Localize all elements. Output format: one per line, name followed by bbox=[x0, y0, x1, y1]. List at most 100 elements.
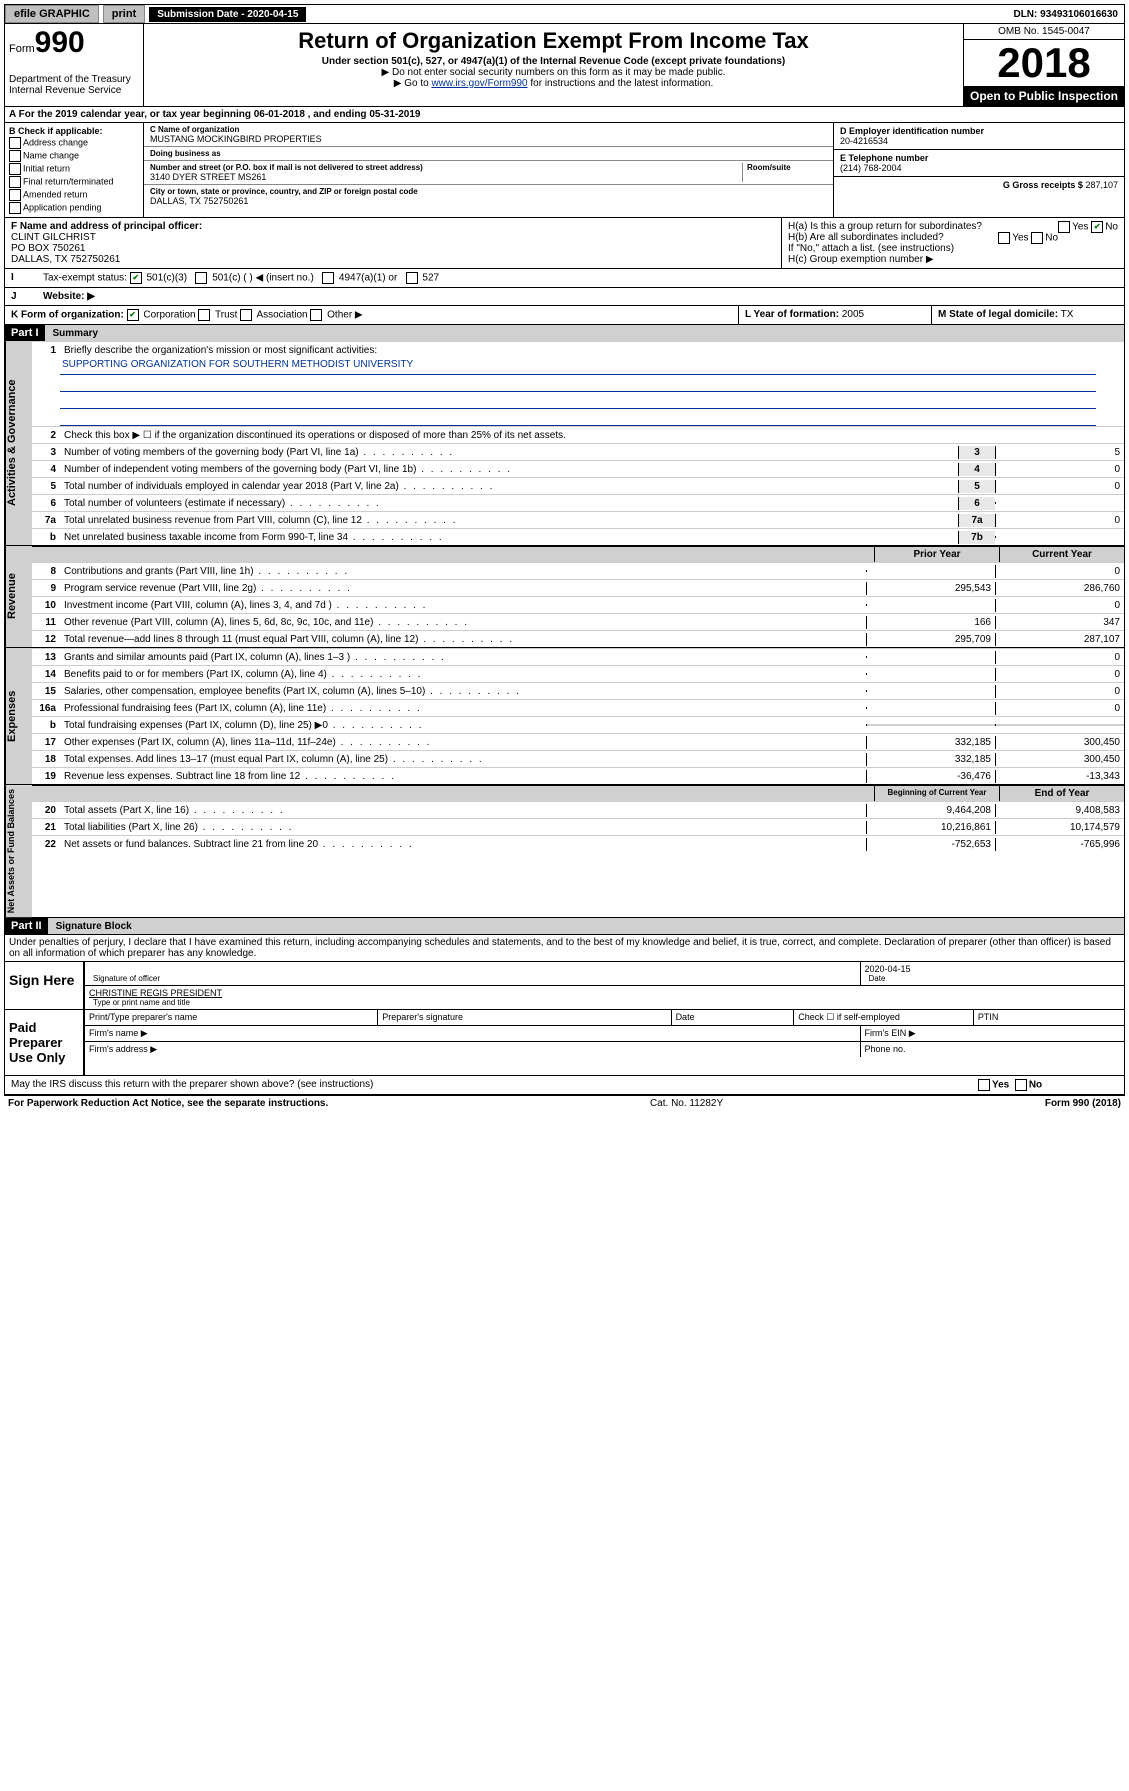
ha-no[interactable] bbox=[1091, 221, 1103, 233]
chk-527[interactable] bbox=[406, 272, 418, 284]
table-row: 20Total assets (Part X, line 16)9,464,20… bbox=[32, 801, 1124, 818]
table-row: bTotal fundraising expenses (Part IX, co… bbox=[32, 716, 1124, 733]
table-row: 14Benefits paid to or for members (Part … bbox=[32, 665, 1124, 682]
sig-date-val: 2020-04-15 bbox=[865, 964, 1121, 974]
firm-ein: Firm's EIN ▶ bbox=[861, 1026, 1125, 1041]
vlabel-rev: Revenue bbox=[5, 546, 32, 647]
row-j: J Website: ▶ bbox=[4, 288, 1125, 306]
irs-link[interactable]: www.irs.gov/Form990 bbox=[431, 78, 527, 89]
chk-trust[interactable] bbox=[198, 309, 210, 321]
room-label: Room/suite bbox=[747, 163, 827, 172]
chk-assoc[interactable] bbox=[240, 309, 252, 321]
mission-text: SUPPORTING ORGANIZATION FOR SOUTHERN MET… bbox=[60, 358, 1096, 375]
discuss-no[interactable] bbox=[1015, 1079, 1027, 1091]
table-row: 19Revenue less expenses. Subtract line 1… bbox=[32, 767, 1124, 784]
table-row: 22Net assets or fund balances. Subtract … bbox=[32, 835, 1124, 852]
row-f-h: F Name and address of principal officer:… bbox=[4, 218, 1125, 269]
form-header: Form990 Department of the Treasury Inter… bbox=[4, 24, 1125, 107]
form-prefix: Form bbox=[9, 43, 35, 55]
dba-label: Doing business as bbox=[150, 149, 827, 158]
hdr-end: End of Year bbox=[999, 786, 1124, 801]
top-bar: efile GRAPHIC print Submission Date - 20… bbox=[4, 4, 1125, 24]
hdr-prior: Prior Year bbox=[874, 547, 999, 562]
chk-final[interactable] bbox=[9, 176, 21, 188]
form-org-label: K Form of organization: bbox=[11, 310, 124, 321]
efile-button[interactable]: efile GRAPHIC bbox=[5, 5, 99, 23]
hb-yes[interactable] bbox=[998, 232, 1010, 244]
tax-year: 2018 bbox=[964, 40, 1124, 86]
chk-address[interactable] bbox=[9, 137, 21, 149]
goto-post: for instructions and the latest informat… bbox=[528, 78, 714, 89]
check-applicable-label: B Check if applicable: bbox=[9, 126, 139, 136]
check-self: Check ☐ if self-employed bbox=[794, 1010, 974, 1025]
firm-phone: Phone no. bbox=[861, 1042, 1125, 1057]
row-i: I Tax-exempt status: 501(c)(3) 501(c) ( … bbox=[4, 269, 1125, 288]
hb-label: H(b) Are all subordinates included? bbox=[788, 232, 944, 243]
officer-addr1: PO BOX 750261 bbox=[11, 243, 86, 254]
chk-corp[interactable] bbox=[127, 309, 139, 321]
table-row: 13Grants and similar amounts paid (Part … bbox=[32, 648, 1124, 665]
dln: DLN: 93493106016630 bbox=[1007, 7, 1124, 22]
ha-label: H(a) Is this a group return for subordin… bbox=[788, 221, 982, 232]
signature-block: Sign Here Signature of officer 2020-04-1… bbox=[4, 961, 1125, 1076]
year-formation-label: L Year of formation: bbox=[745, 309, 839, 320]
vlabel-gov: Activities & Governance bbox=[5, 341, 32, 545]
part1-tag: Part I bbox=[5, 325, 45, 341]
paid-preparer-label: Paid Preparer Use Only bbox=[5, 1010, 85, 1075]
table-row: 10Investment income (Part VIII, column (… bbox=[32, 596, 1124, 613]
print-button[interactable]: print bbox=[103, 5, 145, 23]
footer-cat: Cat. No. 11282Y bbox=[328, 1098, 1045, 1109]
table-row: 12Total revenue—add lines 8 through 11 (… bbox=[32, 630, 1124, 647]
section-f: F Name and address of principal officer:… bbox=[5, 218, 781, 268]
vlabel-exp: Expenses bbox=[5, 648, 32, 784]
open-public: Open to Public Inspection bbox=[964, 86, 1124, 106]
vlabel-net: Net Assets or Fund Balances bbox=[5, 785, 32, 917]
hb-no[interactable] bbox=[1031, 232, 1043, 244]
part1-title: Summary bbox=[45, 326, 107, 341]
chk-4947[interactable] bbox=[322, 272, 334, 284]
submission-date: Submission Date - 2020-04-15 bbox=[149, 7, 306, 22]
chk-initial[interactable] bbox=[9, 163, 21, 175]
domicile: TX bbox=[1061, 309, 1074, 320]
firm-addr: Firm's address ▶ bbox=[85, 1042, 861, 1057]
table-row: 18Total expenses. Add lines 13–17 (must … bbox=[32, 750, 1124, 767]
table-row: 5Total number of individuals employed in… bbox=[32, 477, 1124, 494]
sig-date-label: Date bbox=[865, 974, 1121, 983]
table-row: 4Number of independent voting members of… bbox=[32, 460, 1124, 477]
row-a-tax-year: A For the 2019 calendar year, or tax yea… bbox=[4, 107, 1125, 123]
prep-name: Print/Type preparer's name bbox=[85, 1010, 378, 1025]
table-row: 9Program service revenue (Part VIII, lin… bbox=[32, 579, 1124, 596]
city-label: City or town, state or province, country… bbox=[150, 187, 827, 196]
section-b: B Check if applicable: Address change Na… bbox=[5, 123, 144, 217]
row-klm: K Form of organization: Corporation Trus… bbox=[4, 306, 1125, 325]
hdr-beg: Beginning of Current Year bbox=[874, 786, 999, 801]
chk-501c3[interactable] bbox=[130, 272, 142, 284]
type-name-label: Type or print name and title bbox=[89, 998, 1120, 1007]
footer-right: Form 990 (2018) bbox=[1045, 1098, 1121, 1109]
table-row: 3Number of voting members of the governi… bbox=[32, 443, 1124, 460]
chk-other[interactable] bbox=[310, 309, 322, 321]
firm-name: Firm's name ▶ bbox=[85, 1026, 861, 1041]
ptin: PTIN bbox=[974, 1010, 1124, 1025]
gross-value: 287,107 bbox=[1085, 180, 1118, 190]
discuss-yes[interactable] bbox=[978, 1079, 990, 1091]
phone-value: (214) 768-2004 bbox=[840, 163, 1118, 173]
part-2: Part II Signature Block bbox=[4, 918, 1125, 935]
form-title: Return of Organization Exempt From Incom… bbox=[152, 28, 955, 54]
chk-501c[interactable] bbox=[195, 272, 207, 284]
phone-label: E Telephone number bbox=[840, 153, 1118, 163]
table-row: 17Other expenses (Part IX, column (A), l… bbox=[32, 733, 1124, 750]
footer-left: For Paperwork Reduction Act Notice, see … bbox=[8, 1098, 328, 1109]
city-value: DALLAS, TX 752750261 bbox=[150, 196, 827, 206]
addr-label: Number and street (or P.O. box if mail i… bbox=[150, 163, 742, 172]
perjury-statement: Under penalties of perjury, I declare th… bbox=[4, 935, 1125, 961]
q2: Check this box ▶ ☐ if the organization d… bbox=[62, 429, 1124, 442]
department: Department of the Treasury Internal Reve… bbox=[9, 74, 139, 96]
chk-amended[interactable] bbox=[9, 189, 21, 201]
page-footer: For Paperwork Reduction Act Notice, see … bbox=[4, 1095, 1125, 1111]
org-name-label: C Name of organization bbox=[150, 125, 827, 134]
q1: Briefly describe the organization's miss… bbox=[62, 344, 1124, 357]
chk-pending[interactable] bbox=[9, 202, 21, 214]
ha-yes[interactable] bbox=[1058, 221, 1070, 233]
chk-name[interactable] bbox=[9, 150, 21, 162]
